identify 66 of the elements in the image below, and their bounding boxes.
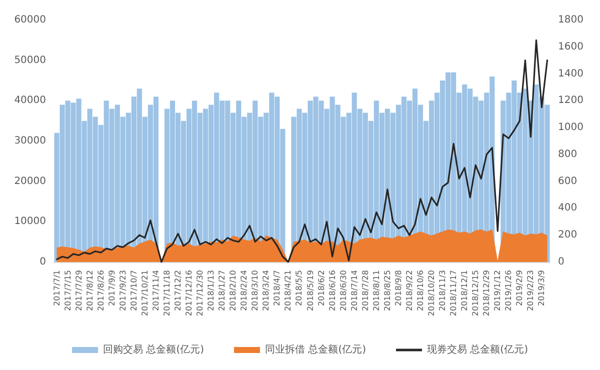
y-tick-label: 30000 — [14, 136, 46, 146]
x-tick-label: 2018/6/2 — [316, 270, 326, 306]
x-tick-label: 2018/3/10 — [250, 270, 260, 312]
x-tick-label: 2017/11/4 — [151, 270, 160, 312]
y-tick-label: 20000 — [14, 176, 46, 187]
x-tick-label: 2019/2/23 — [526, 270, 536, 312]
y2-tick-label: 1400 — [558, 68, 584, 80]
x-tick-label: 2017/12/16 — [184, 270, 194, 316]
x-tick-label: 2018/11/3 — [438, 270, 448, 312]
line-series — [56, 39, 548, 263]
y2-tick-label: 400 — [558, 202, 578, 214]
x-tick-label: 2019/3/9 — [537, 270, 546, 306]
x-tick-label: 2017/10/21 — [140, 270, 150, 316]
y-tick-label: 60000 — [14, 14, 46, 26]
y2-tick-label: 1600 — [558, 41, 584, 52]
x-tick-label: 2017/12/2 — [174, 270, 182, 312]
y-tick-label: 10000 — [14, 216, 46, 228]
x-tick-label: 2017/11/18 — [162, 270, 172, 316]
x-tick-label: 2018/4/21 — [284, 270, 293, 312]
x-tick-label: 2018/2/10 — [228, 270, 238, 312]
x-tick-label: 2018/9/8 — [394, 270, 403, 306]
x-tick-label: 2019/2/9 — [515, 270, 524, 306]
x-tick-label: 2018/7/28 — [360, 270, 370, 312]
x-tick-label: 2018/5/5 — [294, 270, 304, 306]
x-tick-label: 2017/9/9 — [107, 270, 116, 306]
x-tick-label: 2018/9/22 — [404, 270, 414, 312]
x-tick-label: 2018/4/7 — [272, 270, 282, 306]
x-tick-label: 2018/11/17 — [449, 270, 458, 316]
y2-tick-label: 800 — [558, 148, 578, 160]
y2-tick-label: 1200 — [558, 95, 584, 106]
legend-label: 同业拆借 总金额(亿元) — [265, 344, 366, 356]
y-tick-label: 40000 — [14, 95, 46, 106]
x-tick-label: 2018/6/30 — [338, 270, 348, 312]
y2-tick-label: 200 — [558, 230, 578, 241]
legend-label: 现券交易 总金额(亿元) — [426, 344, 528, 356]
x-tick-label: 2017/9/23 — [118, 270, 128, 312]
x-tick-label: 2018/12/1 — [460, 270, 470, 312]
y2-tick-label: 600 — [558, 176, 578, 187]
x-tick-label: 2019/1/12 — [493, 270, 502, 312]
y2-tick-label: 1000 — [558, 122, 584, 134]
x-tick-label: 2018/8/11 — [372, 270, 381, 312]
x-tick-label: 2018/3/24 — [262, 270, 271, 312]
x-tick-label: 2017/7/15 — [63, 270, 72, 312]
x-tick-label: 2017/7/29 — [74, 270, 84, 312]
x-tick-label: 2018/12/29 — [482, 270, 492, 316]
y-tick-label: 0 — [40, 256, 46, 268]
x-tick-label: 2018/1/27 — [218, 270, 227, 312]
legend-label: 回购交易 总金额(亿元) — [103, 344, 204, 356]
x-tick-label: 2017/8/12 — [85, 270, 94, 312]
x-tick-label: 2018/10/6 — [416, 270, 425, 312]
y2-tick-label: 0 — [558, 256, 564, 268]
x-tick-label: 2019/1/26 — [504, 270, 514, 312]
x-tick-label: 2018/2/24 — [240, 270, 249, 312]
x-tick-label: 2017/8/26 — [96, 270, 106, 312]
y-tick-label: 50000 — [14, 54, 46, 66]
x-tick-label: 2017/12/30 — [196, 270, 205, 316]
x-tick-label: 2018/7/14 — [350, 270, 359, 312]
x-tick-label: 2018/1/13 — [206, 270, 216, 312]
x-tick-label: 2018/8/25 — [382, 270, 392, 312]
x-tick-label: 2018/6/16 — [328, 270, 337, 312]
x-tick-label: 2018/10/20 — [427, 270, 436, 316]
x-tick-label: 2017/10/7 — [129, 270, 138, 312]
x-tick-label: 2017/7/1 — [52, 270, 62, 306]
y2-tick-label: 1800 — [558, 14, 584, 26]
x-tick-label: 2018/12/15 — [471, 270, 480, 316]
x-tick-label: 2018/5/19 — [306, 270, 315, 312]
